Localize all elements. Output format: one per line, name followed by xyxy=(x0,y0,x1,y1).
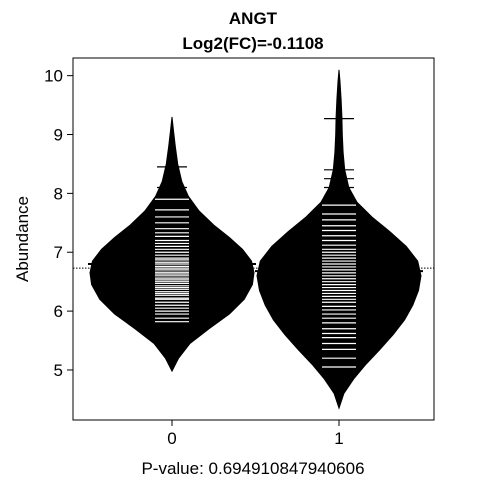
y-tick-label: 7 xyxy=(54,243,63,262)
chart-subtitle: Log2(FC)=-0.1108 xyxy=(182,34,323,53)
x-axis-label: P-value: 0.694910847940606 xyxy=(141,459,364,478)
bean-group-1 xyxy=(256,69,422,410)
y-tick-label: 10 xyxy=(44,67,63,86)
bean-layer xyxy=(73,69,434,410)
y-tick-label: 8 xyxy=(54,184,63,203)
y-tick-label: 5 xyxy=(54,361,63,380)
x-tick-label: 1 xyxy=(334,429,343,448)
y-tick-label: 6 xyxy=(54,302,63,321)
x-tick-label: 0 xyxy=(167,429,176,448)
plot-frame xyxy=(72,57,435,421)
chart-title: ANGT xyxy=(229,9,278,28)
y-axis-label: Abundance xyxy=(13,196,32,282)
y-tick-label: 9 xyxy=(54,126,63,145)
axes-layer: 5 6 7 8 9 10 0 1 xyxy=(44,67,344,448)
